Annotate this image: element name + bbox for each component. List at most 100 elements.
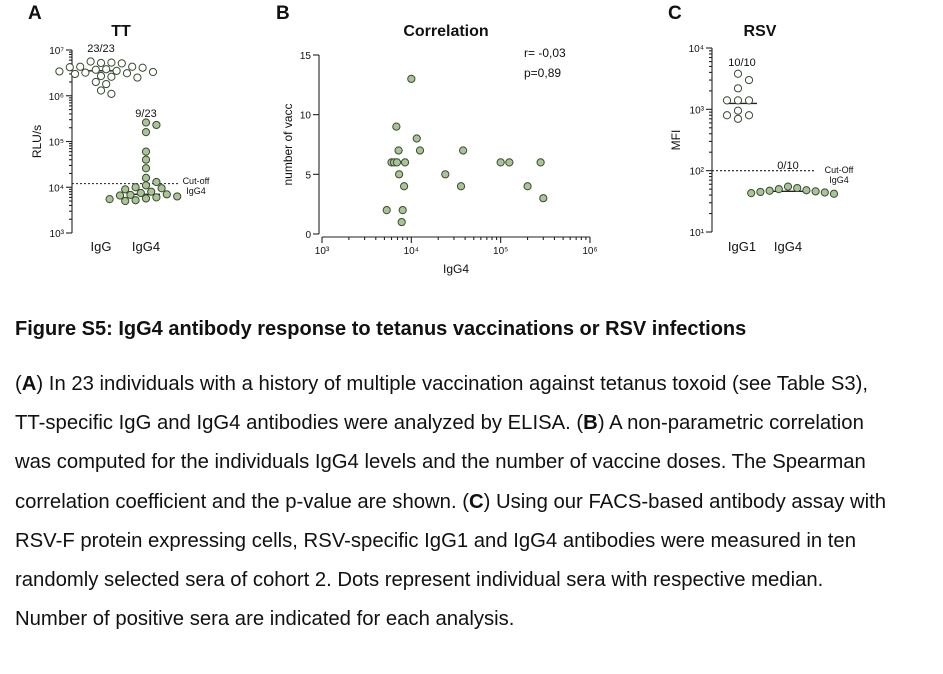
panel-b-annotation-r: r= -0,03 <box>524 46 566 60</box>
panel-b-annotation-p: p=0,89 <box>524 66 561 80</box>
panel-c-y-tick-label: 10² <box>690 167 705 178</box>
panel-b-x-tick-label: 10³ <box>315 246 330 257</box>
panel-c-igg4-dot <box>802 186 811 195</box>
panel-a-igg4-dot <box>141 194 151 203</box>
panel-c-igg1-dot <box>744 96 754 105</box>
panel-c-igg1-dot <box>733 84 743 93</box>
panel-a-igg4-dot <box>141 164 151 173</box>
panel-c-cutoff-label: Cut-Off IgG4 <box>825 165 854 185</box>
panel-a-igg-dot <box>86 57 95 66</box>
panel-a-igg-dot <box>91 65 100 74</box>
panel-a-igg4-dot <box>141 155 151 164</box>
panel-a-igg4-dot <box>105 195 114 204</box>
panel-c-igg1-dot <box>744 75 754 85</box>
panel-a-igg-dot <box>55 67 64 76</box>
panel-b-point <box>523 182 532 191</box>
panel-c-igg4-dot <box>820 188 829 197</box>
caption-text: ) Using our FACS-based antibody assay wi… <box>15 490 887 631</box>
panel-a-igg4-dot <box>136 188 145 198</box>
panel-b-x-label: IgG4 <box>443 262 469 276</box>
panel-a-igg-dot <box>81 68 90 77</box>
panel-a-y-tick-label: 10⁵ <box>49 138 64 149</box>
panel-a-igg-dot <box>96 86 106 95</box>
panel-b-point <box>536 158 545 167</box>
panel-b-point <box>412 134 421 143</box>
panel-b-point <box>459 146 468 155</box>
panel-letter-b: B <box>276 3 290 24</box>
panel-a-igg4-dot <box>141 181 151 190</box>
panel-b-point <box>415 146 425 155</box>
panel-letter-a: A <box>28 3 42 24</box>
panel-a-igg4-dot <box>141 173 151 183</box>
panel-b-y-label: number of vacc <box>281 103 295 185</box>
panel-b-point <box>382 206 391 215</box>
panel-b-point <box>398 206 407 215</box>
caption-text: ) A non-parametric correlation was compu… <box>15 412 866 513</box>
panel-b-point <box>392 158 402 167</box>
panel-a-igg4-dot <box>173 192 182 201</box>
panel-a-igg4-dot <box>152 120 161 130</box>
panel-b-x-tick-label: 10⁵ <box>493 246 508 257</box>
panel-c-category-label: IgG1 <box>728 239 756 254</box>
panel-a-igg-dot <box>107 89 116 98</box>
panel-a-igg4-dot <box>141 128 151 137</box>
panel-b-point <box>400 158 410 167</box>
panel-a-igg-dot <box>107 58 116 67</box>
panel-a-igg-dot <box>117 59 126 68</box>
panel-a-category-label: IgG4 <box>132 239 160 254</box>
panel-a-igg-dot <box>65 63 74 72</box>
panel-a-y-tick-label: 10⁷ <box>49 46 64 57</box>
panel-a-igg-dot <box>91 77 100 87</box>
panel-a-igg-dot <box>122 69 132 78</box>
panel-a-igg4-dot <box>157 184 166 193</box>
panel-b-y-tick-label: 0 <box>305 230 311 241</box>
panel-b-point <box>496 158 505 167</box>
panel-b-point <box>394 146 403 155</box>
panel-b-x-tick-label: 10⁴ <box>404 246 419 257</box>
panel-a-count-label: 9/23 <box>135 108 156 120</box>
figure-caption-title: Figure S5: IgG4 antibody response to tet… <box>15 318 747 340</box>
panel-a-title: TT <box>111 23 131 40</box>
cutoff-label-line: IgG4 <box>829 175 849 185</box>
panel-c-count-label: 0/10 <box>777 160 798 172</box>
panel-a-cutoff-label: Cut-off IgG4 <box>183 176 210 196</box>
panel-b-point <box>392 122 401 131</box>
panel-a-igg-dot <box>138 63 147 72</box>
caption-text: ) In 23 individuals with a history of mu… <box>15 373 869 435</box>
panel-b-title: Correlation <box>403 23 488 40</box>
panel-a-igg-dot <box>133 73 142 82</box>
figure-caption-body: (A) In 23 individuals with a history of … <box>15 365 895 639</box>
panel-c-y-label: MFI <box>669 130 683 151</box>
cutoff-label-line: Cut-Off <box>825 165 854 175</box>
panel-c-category-label: IgG4 <box>774 239 802 254</box>
panel-c-y-tick-label: 10¹ <box>690 228 705 239</box>
panel-a-category-label: IgG <box>91 239 112 254</box>
panel-b-point <box>539 194 548 203</box>
caption-text: ( <box>15 373 22 395</box>
panel-b-y-tick-label: 15 <box>300 51 312 62</box>
panel-a-igg-dot <box>102 65 111 74</box>
panel-c-count-label: 10/10 <box>728 57 756 69</box>
panel-c-igg4-dot <box>829 189 839 198</box>
panel-b-point <box>505 158 514 167</box>
panel-c-igg1-dot <box>733 69 743 78</box>
panel-c-igg1-dot <box>722 96 732 105</box>
panel-a-igg4-dot <box>141 118 151 127</box>
panel-a-igg4-dot <box>121 196 130 206</box>
panel-b-point <box>400 182 409 191</box>
figure-panels: A TT 10³ 10⁴ 10⁵ 10⁶ 10⁷ RLU/s IgG IgG4 23/23 9/23 C… <box>28 3 854 276</box>
panel-c-igg4-dot <box>783 182 793 191</box>
panel-a-igg-dot <box>128 62 137 71</box>
panel-b-y-tick-label: 10 <box>300 111 312 122</box>
panel-a-igg4-dot <box>131 196 140 205</box>
caption-panel-ref: A <box>21 373 37 395</box>
panel-c-igg4-dot <box>811 187 820 196</box>
panel-a-igg-dot <box>96 58 106 68</box>
panel-a-y-tick-label: 10⁶ <box>49 92 64 103</box>
panel-a-igg4-dot <box>152 193 161 202</box>
panel-b-point <box>456 182 466 191</box>
panel-b-x-tick-label: 10⁶ <box>582 246 597 257</box>
panel-c-igg4-dot <box>747 189 756 198</box>
panel-a-y-tick-label: 10⁴ <box>49 183 64 194</box>
panel-a-igg4-dot <box>152 177 161 187</box>
